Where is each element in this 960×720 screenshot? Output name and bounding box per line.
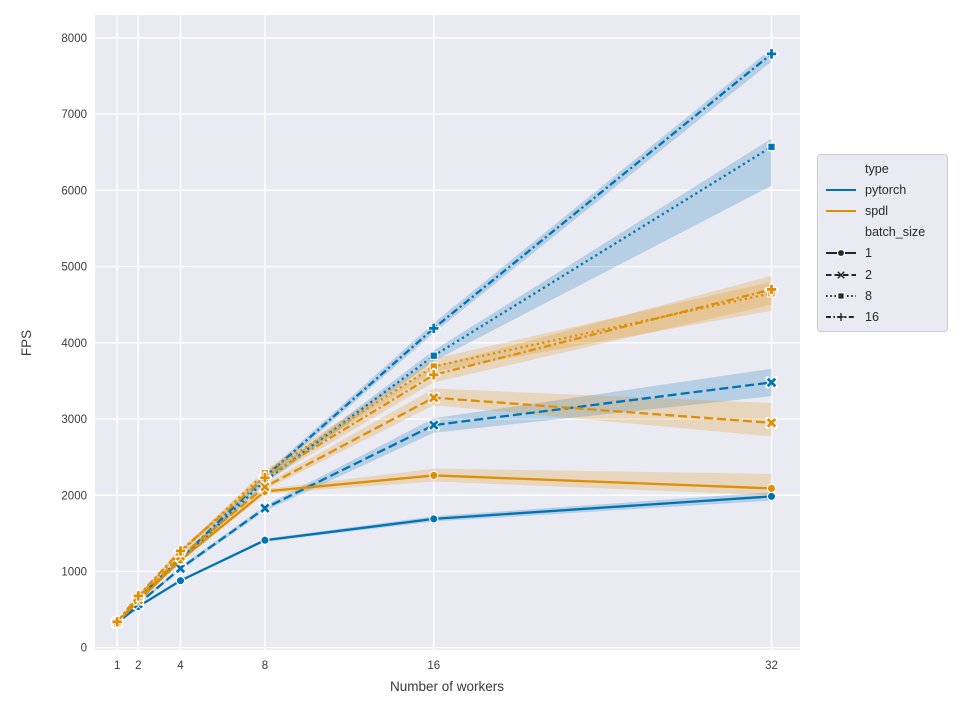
chart-root: 0 1000 2000 3000 4000 5000 6000 7000 8000 1 2 4 8 16 3… — [61, 15, 800, 672]
band-spdl-batch16 — [117, 275, 772, 623]
legend-label-batch-16: 16 — [865, 309, 880, 324]
legend-entry-batch-1: 1 — [825, 243, 940, 264]
band-spdl-batch2 — [117, 388, 772, 624]
y-tick-label: 7000 — [61, 109, 87, 121]
legend-sample-svg — [826, 188, 856, 191]
marker-plus — [175, 546, 186, 556]
legend-sample-svg — [826, 270, 856, 279]
legend-entry-spdl: spdl — [825, 200, 940, 221]
marker-x — [175, 563, 186, 574]
markers-spdl-batch16 — [110, 282, 779, 629]
band-pytorch-batch2 — [117, 368, 772, 624]
y-tick-label: 6000 — [61, 185, 87, 197]
marker-square — [767, 142, 776, 152]
x-tick-label: 8 — [262, 660, 268, 672]
legend-line-sample-batch-8 — [825, 288, 857, 304]
line-pytorch-batch2 — [116, 381, 772, 624]
legend-sample-svg — [826, 292, 856, 300]
marker-plus — [260, 473, 270, 483]
marker-plus — [429, 323, 439, 334]
marker-circle — [836, 249, 846, 258]
legend-entry-batch-2: 2 — [825, 264, 940, 285]
marker-circle — [766, 483, 777, 494]
x-tick-label: 16 — [427, 660, 440, 672]
marker-plus — [766, 49, 777, 59]
marker-x — [766, 377, 777, 388]
legend-line-sample-pytorch — [825, 182, 857, 198]
legend-title-type: type — [865, 161, 889, 176]
legend-sample-svg — [826, 249, 856, 258]
marker-circle — [260, 535, 270, 545]
legend-title-row-type: type — [825, 158, 940, 179]
legend-line-sample-batch-16 — [825, 309, 857, 325]
legend-line-sample-spdl — [825, 203, 857, 219]
legend-label-pytorch: pytorch — [865, 182, 907, 197]
x-tick-label: 4 — [177, 660, 184, 672]
legend-label-spdl: spdl — [865, 203, 889, 218]
legend-title-batch-size: batch_size — [865, 225, 926, 240]
legend-sample-svg — [826, 209, 856, 212]
x-tick-label: 2 — [135, 660, 141, 672]
band-pytorch-batch8 — [117, 138, 772, 624]
marker-x — [837, 270, 845, 279]
band-pytorch-batch16 — [117, 48, 772, 624]
legend-line-sample-batch-2 — [825, 267, 857, 283]
x-tick-label: 1 — [114, 660, 120, 672]
marker-square — [837, 292, 845, 300]
y-tick-label: 8000 — [61, 33, 87, 45]
marker-x — [766, 418, 777, 428]
line-spdl-batch2 — [116, 396, 772, 624]
marker-x — [260, 503, 270, 514]
marker-x — [428, 392, 439, 403]
legend-entry-batch-8: 8 — [825, 285, 940, 306]
marker-plus — [112, 617, 122, 627]
y-axis-label: FPS — [19, 330, 34, 356]
x-axis-label: Number of workers — [390, 679, 504, 694]
band-spdl-batch1 — [117, 468, 772, 624]
marker-circle — [429, 514, 439, 524]
band-spdl-batch8 — [117, 281, 772, 623]
marker-plus — [837, 312, 845, 321]
legend: type pytorch spdl batch_size 1 2 8 16 — [817, 154, 948, 332]
legend-entry-pytorch: pytorch — [825, 179, 940, 200]
legend-label-batch-2: 2 — [865, 267, 873, 282]
y-tick-label: 3000 — [61, 414, 87, 426]
marker-circle — [429, 470, 439, 481]
legend-label-batch-8: 8 — [865, 288, 873, 303]
x-tick-label: 32 — [765, 660, 778, 672]
legend-line-sample-batch-1 — [825, 245, 857, 261]
marker-plus — [766, 284, 777, 295]
y-tick-label: 5000 — [61, 262, 87, 274]
marker-plus — [133, 591, 143, 601]
legend-title-row-batch-size: batch_size — [825, 222, 940, 243]
line-spdl-batch16 — [116, 288, 772, 623]
legend-label-batch-1: 1 — [865, 246, 873, 261]
line-spdl-batch8 — [116, 292, 772, 623]
marker-circle — [175, 575, 186, 586]
marker-x — [260, 482, 270, 492]
y-tick-label: 0 — [81, 643, 87, 655]
marker-x — [428, 420, 439, 430]
y-tick-label: 4000 — [61, 338, 87, 350]
marker-circle — [766, 491, 777, 502]
y-tick-label: 1000 — [61, 566, 87, 578]
marker-plus — [429, 370, 439, 380]
legend-sample-svg — [826, 312, 856, 321]
marker-square — [429, 351, 439, 361]
y-tick-label: 2000 — [61, 490, 87, 502]
plot-area — [95, 15, 800, 650]
legend-entry-batch-16: 16 — [825, 306, 940, 327]
